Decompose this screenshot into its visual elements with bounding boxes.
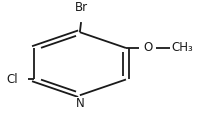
- Text: Cl: Cl: [6, 73, 18, 86]
- Text: O: O: [143, 42, 152, 54]
- Text: CH₃: CH₃: [172, 42, 193, 54]
- Text: Br: Br: [75, 1, 88, 14]
- Text: N: N: [75, 97, 84, 111]
